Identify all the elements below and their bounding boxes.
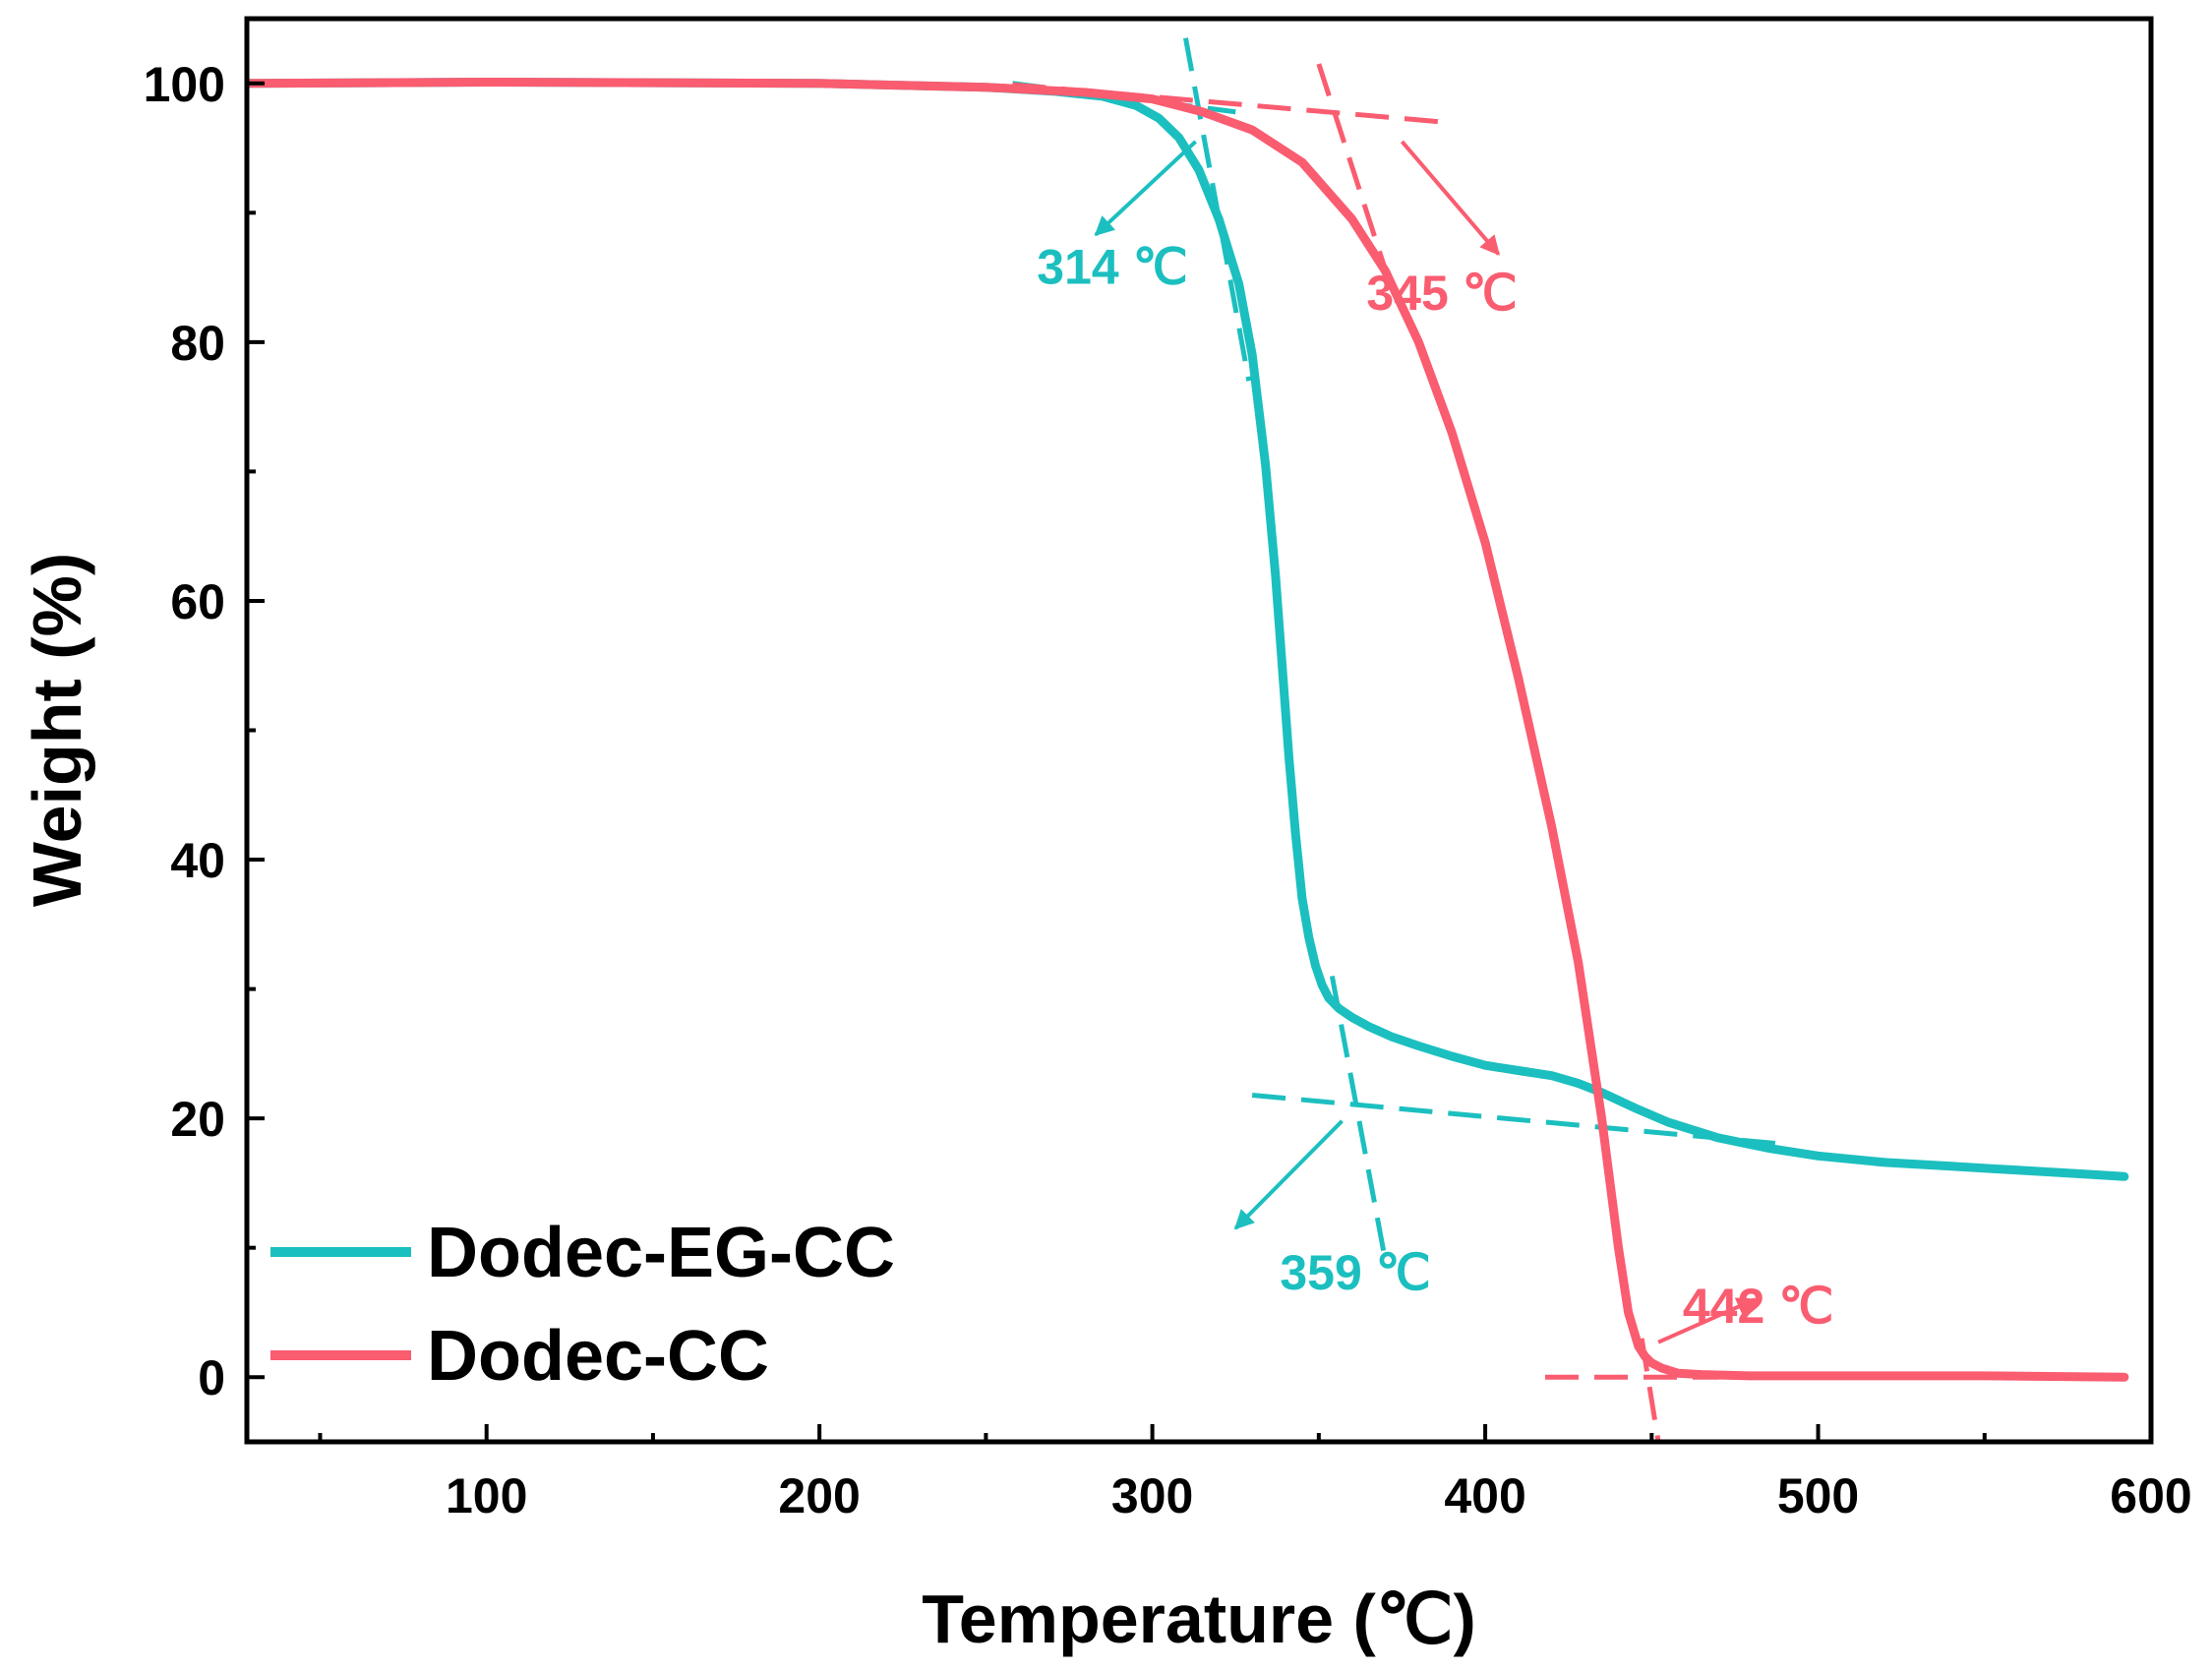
annotation-arrow-345 <box>1400 140 1501 256</box>
x-tick-label-500: 500 <box>1777 1468 1859 1523</box>
y-axis-title: Weight (%) <box>19 553 95 907</box>
y-tick-label-0: 0 <box>198 1350 225 1405</box>
legend: Dodec-EG-CC Dodec-CC <box>270 1214 895 1396</box>
series-line-dodec-eg-cc <box>247 78 2129 1181</box>
x-tick-label-200: 200 <box>778 1468 860 1523</box>
tangent-line-dodec-eg-cc-3 <box>1251 1092 1785 1147</box>
x-tick-label-100: 100 <box>446 1468 527 1523</box>
annotation-arrow-359 <box>1233 1119 1344 1230</box>
legend-label-dodec-eg-cc: Dodec-EG-CC <box>427 1214 895 1292</box>
x-tick-label-400: 400 <box>1444 1468 1525 1523</box>
annotation-label-314: 314 ℃ <box>1037 240 1187 295</box>
annotation-label-345: 345 ℃ <box>1366 266 1517 321</box>
legend-label-dodec-cc: Dodec-CC <box>427 1317 769 1396</box>
annotations: 314 ℃ 345 ℃ 359 ℃ 442 ℃ <box>1037 140 1833 1344</box>
y-tick-label-40: 40 <box>170 833 225 888</box>
y-tick-label-80: 80 <box>170 316 225 371</box>
tangent-line-dodec-cc-5 <box>1316 63 1395 292</box>
y-axis-ticks: 0 20 40 60 80 100 <box>144 57 265 1405</box>
x-axis-title: Temperature (℃) <box>922 1581 1476 1657</box>
annotation-arrow-314 <box>1094 140 1197 237</box>
x-tick-label-300: 300 <box>1111 1468 1193 1523</box>
annotation-label-442: 442 ℃ <box>1683 1279 1833 1334</box>
series-line-dodec-cc <box>247 78 2129 1382</box>
annotation-arrow-442 <box>1657 1297 1758 1344</box>
y-tick-label-60: 60 <box>170 574 225 629</box>
x-axis-ticks: 100 200 300 400 500 600 <box>318 1424 2192 1523</box>
y-tick-label-20: 20 <box>170 1092 225 1147</box>
x-tick-label-600: 600 <box>2110 1468 2191 1523</box>
annotation-label-359: 359 ℃ <box>1280 1245 1430 1300</box>
series-lines <box>247 78 2129 1382</box>
y-tick-label-100: 100 <box>144 57 225 112</box>
